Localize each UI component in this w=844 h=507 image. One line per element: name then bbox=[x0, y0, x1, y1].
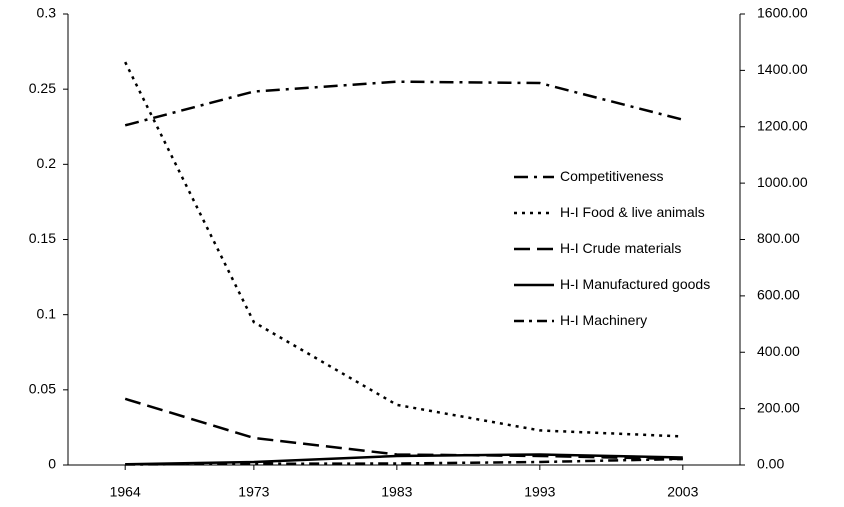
series-line bbox=[125, 457, 683, 466]
y2-tick-label: 0.00 bbox=[757, 456, 784, 472]
legend-swatch bbox=[514, 283, 554, 287]
legend-item: H-I Food & live animals bbox=[512, 204, 720, 220]
legend-swatch bbox=[514, 211, 554, 215]
series-line bbox=[124, 397, 683, 461]
y2-tick-label: 800.00 bbox=[757, 230, 800, 246]
x-tick-label: 1993 bbox=[524, 484, 555, 500]
legend-swatch bbox=[514, 175, 554, 179]
x-tick-label: 1973 bbox=[238, 484, 269, 500]
y2-tick-label: 200.00 bbox=[757, 399, 800, 415]
legend-label: Competitiveness bbox=[560, 168, 664, 184]
y2-tick-label: 400.00 bbox=[757, 343, 800, 359]
y2-tick-label: 600.00 bbox=[757, 287, 800, 303]
legend-label: H-I Food & live animals bbox=[560, 204, 705, 220]
y-tick-label: 0.05 bbox=[29, 381, 56, 397]
y2-tick-label: 1200.00 bbox=[757, 117, 808, 133]
legend-label: H-I Manufactured goods bbox=[560, 276, 711, 292]
legend-item: H-I Machinery bbox=[512, 312, 720, 328]
legend-item: H-I Crude materials bbox=[512, 240, 720, 256]
legend-swatch bbox=[514, 247, 554, 251]
y-tick-label: 0.25 bbox=[29, 80, 56, 96]
legend-item: H-I Manufactured goods bbox=[512, 276, 720, 292]
legend-label: H-I Machinery bbox=[560, 312, 648, 328]
series-line bbox=[124, 61, 683, 438]
legend-label: H-I Crude materials bbox=[560, 240, 682, 256]
y-tick-label: 0.15 bbox=[29, 230, 56, 246]
legend: Competitiveness H-I Food & live animals H-… bbox=[512, 168, 737, 348]
series-line bbox=[125, 453, 683, 466]
y-tick-label: 0.1 bbox=[37, 305, 57, 321]
legend-swatch bbox=[514, 319, 554, 323]
x-tick-label: 2003 bbox=[667, 484, 698, 500]
y-tick-label: 0.3 bbox=[37, 5, 57, 21]
series-line bbox=[124, 80, 684, 127]
y2-tick-label: 1000.00 bbox=[757, 174, 808, 190]
y-tick-label: 0.2 bbox=[37, 155, 57, 171]
y2-tick-label: 1400.00 bbox=[757, 61, 808, 77]
x-tick-label: 1964 bbox=[110, 484, 141, 500]
y-tick-label: 0 bbox=[48, 456, 56, 472]
x-tick-label: 1983 bbox=[381, 484, 412, 500]
legend-item: Competitiveness bbox=[512, 168, 720, 184]
y2-tick-label: 1600.00 bbox=[757, 5, 808, 21]
